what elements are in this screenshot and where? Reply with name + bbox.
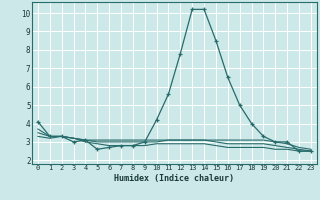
X-axis label: Humidex (Indice chaleur): Humidex (Indice chaleur) (115, 174, 234, 183)
